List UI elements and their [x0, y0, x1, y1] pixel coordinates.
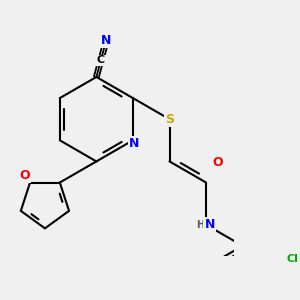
Text: S: S: [165, 113, 174, 126]
Text: O: O: [212, 156, 223, 169]
Text: O: O: [20, 169, 30, 182]
Text: C: C: [97, 56, 105, 65]
Text: N: N: [204, 218, 215, 231]
Text: Cl: Cl: [287, 254, 298, 264]
Text: N: N: [129, 136, 140, 150]
Text: N: N: [101, 34, 111, 47]
Text: H: H: [196, 220, 204, 230]
